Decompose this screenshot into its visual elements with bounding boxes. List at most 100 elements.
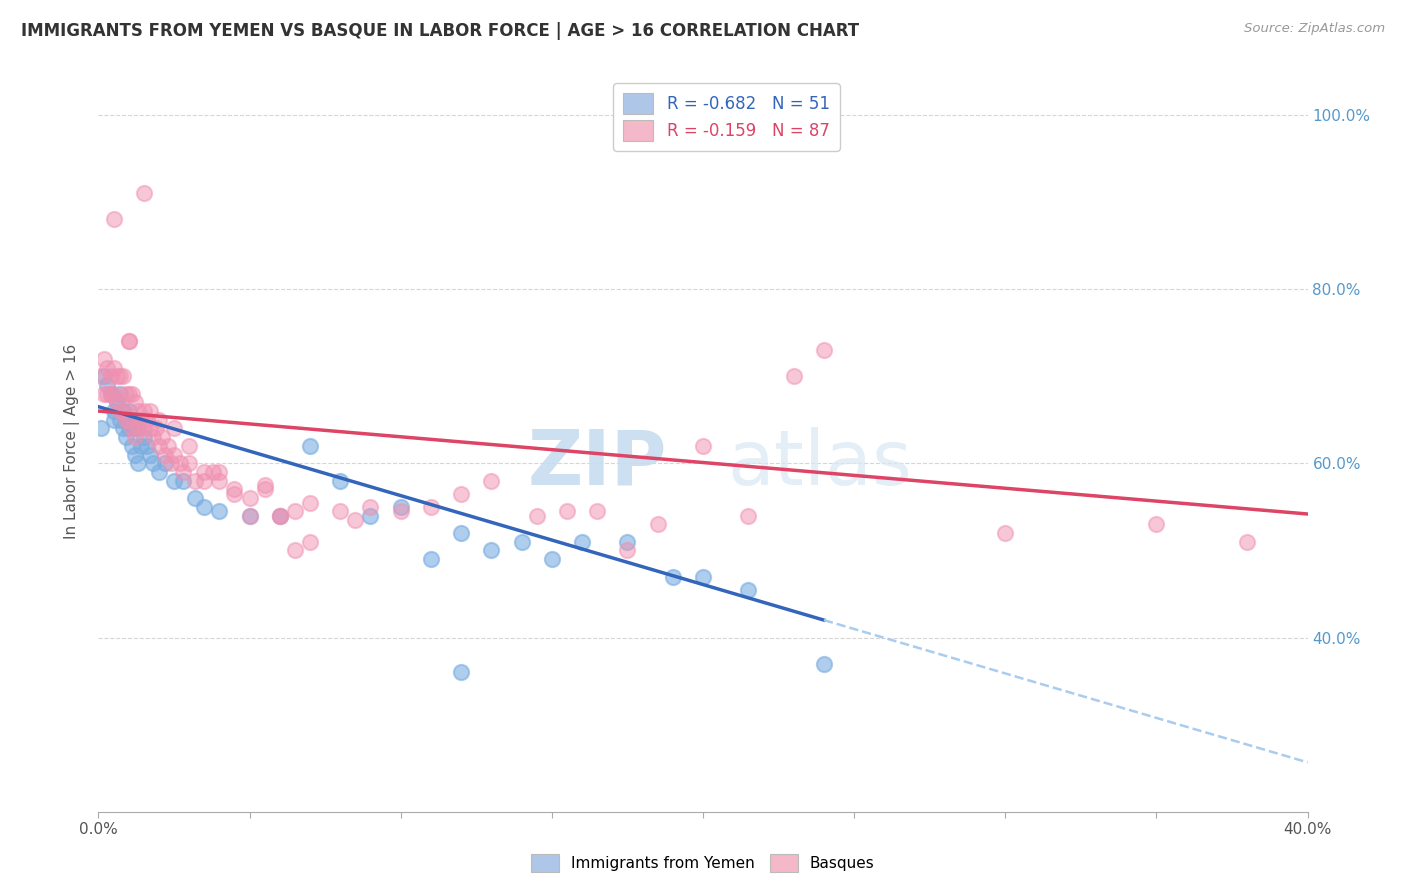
Point <box>813 657 835 671</box>
Point <box>100 386 122 401</box>
Legend: R = -0.682   N = 51, R = -0.159   N = 87: R = -0.682 N = 51, R = -0.159 N = 87 <box>613 83 839 151</box>
Point <box>121 413 143 427</box>
Point <box>114 386 136 401</box>
Point <box>100 386 122 401</box>
Point <box>208 504 231 518</box>
Point <box>1236 534 1258 549</box>
Text: Source: ZipAtlas.com: Source: ZipAtlas.com <box>1244 22 1385 36</box>
Point <box>360 500 382 514</box>
Point <box>253 478 276 492</box>
Point <box>114 413 136 427</box>
Point <box>420 500 443 514</box>
Point <box>100 369 122 384</box>
Point <box>193 474 215 488</box>
Point <box>111 369 134 384</box>
Legend: Immigrants from Yemen, Basques: Immigrants from Yemen, Basques <box>524 846 882 880</box>
Point <box>129 413 152 427</box>
Point <box>103 212 125 227</box>
Point <box>103 360 125 375</box>
Point <box>284 504 307 518</box>
Point <box>239 508 262 523</box>
Point <box>96 360 118 375</box>
Point <box>105 395 128 409</box>
Point <box>108 386 131 401</box>
Point <box>132 404 155 418</box>
Point <box>127 421 149 435</box>
Point <box>389 500 412 514</box>
Point <box>139 404 162 418</box>
Point <box>481 474 503 488</box>
Point <box>142 430 165 444</box>
Point <box>208 474 231 488</box>
Point <box>540 552 562 566</box>
Point <box>111 404 134 418</box>
Point <box>105 369 128 384</box>
Point <box>571 534 593 549</box>
Point <box>193 465 215 479</box>
Point <box>114 413 136 427</box>
Point <box>153 456 176 470</box>
Point <box>184 491 207 505</box>
Point <box>737 582 759 597</box>
Point <box>132 186 155 201</box>
Point <box>114 430 136 444</box>
Point <box>111 404 134 418</box>
Point <box>148 439 170 453</box>
Point <box>647 517 669 532</box>
Point <box>202 465 225 479</box>
Point <box>239 491 262 505</box>
Point <box>360 508 382 523</box>
Point <box>108 413 131 427</box>
Point <box>124 395 146 409</box>
Point <box>121 421 143 435</box>
Point <box>93 386 115 401</box>
Point <box>163 448 186 462</box>
Point <box>135 413 157 427</box>
Point <box>142 456 165 470</box>
Point <box>269 508 291 523</box>
Point <box>148 413 170 427</box>
Point <box>90 421 112 435</box>
Point <box>108 369 131 384</box>
Point <box>96 386 118 401</box>
Point <box>163 421 186 435</box>
Point <box>269 508 291 523</box>
Point <box>813 343 835 357</box>
Point <box>450 665 472 680</box>
Point <box>127 404 149 418</box>
Point <box>160 456 183 470</box>
Point <box>224 487 246 501</box>
Point <box>118 386 141 401</box>
Point <box>692 569 714 583</box>
Text: atlas: atlas <box>727 426 912 500</box>
Point <box>129 439 152 453</box>
Point <box>124 430 146 444</box>
Point <box>93 369 115 384</box>
Point <box>118 404 141 418</box>
Point <box>510 534 533 549</box>
Point <box>783 369 806 384</box>
Point <box>1144 517 1167 532</box>
Point <box>299 534 322 549</box>
Point <box>103 386 125 401</box>
Point <box>132 421 155 435</box>
Point <box>179 456 201 470</box>
Point <box>118 413 141 427</box>
Point <box>526 508 548 523</box>
Point <box>135 439 157 453</box>
Point <box>616 543 638 558</box>
Point <box>450 526 472 541</box>
Text: IMMIGRANTS FROM YEMEN VS BASQUE IN LABOR FORCE | AGE > 16 CORRELATION CHART: IMMIGRANTS FROM YEMEN VS BASQUE IN LABOR… <box>21 22 859 40</box>
Point <box>111 421 134 435</box>
Point <box>224 483 246 497</box>
Point <box>253 483 276 497</box>
Point <box>661 569 683 583</box>
Point <box>239 508 262 523</box>
Point <box>172 465 194 479</box>
Point <box>148 465 170 479</box>
Point <box>139 448 162 462</box>
Point <box>420 552 443 566</box>
Point <box>299 495 322 509</box>
Point <box>586 504 609 518</box>
Point <box>139 421 162 435</box>
